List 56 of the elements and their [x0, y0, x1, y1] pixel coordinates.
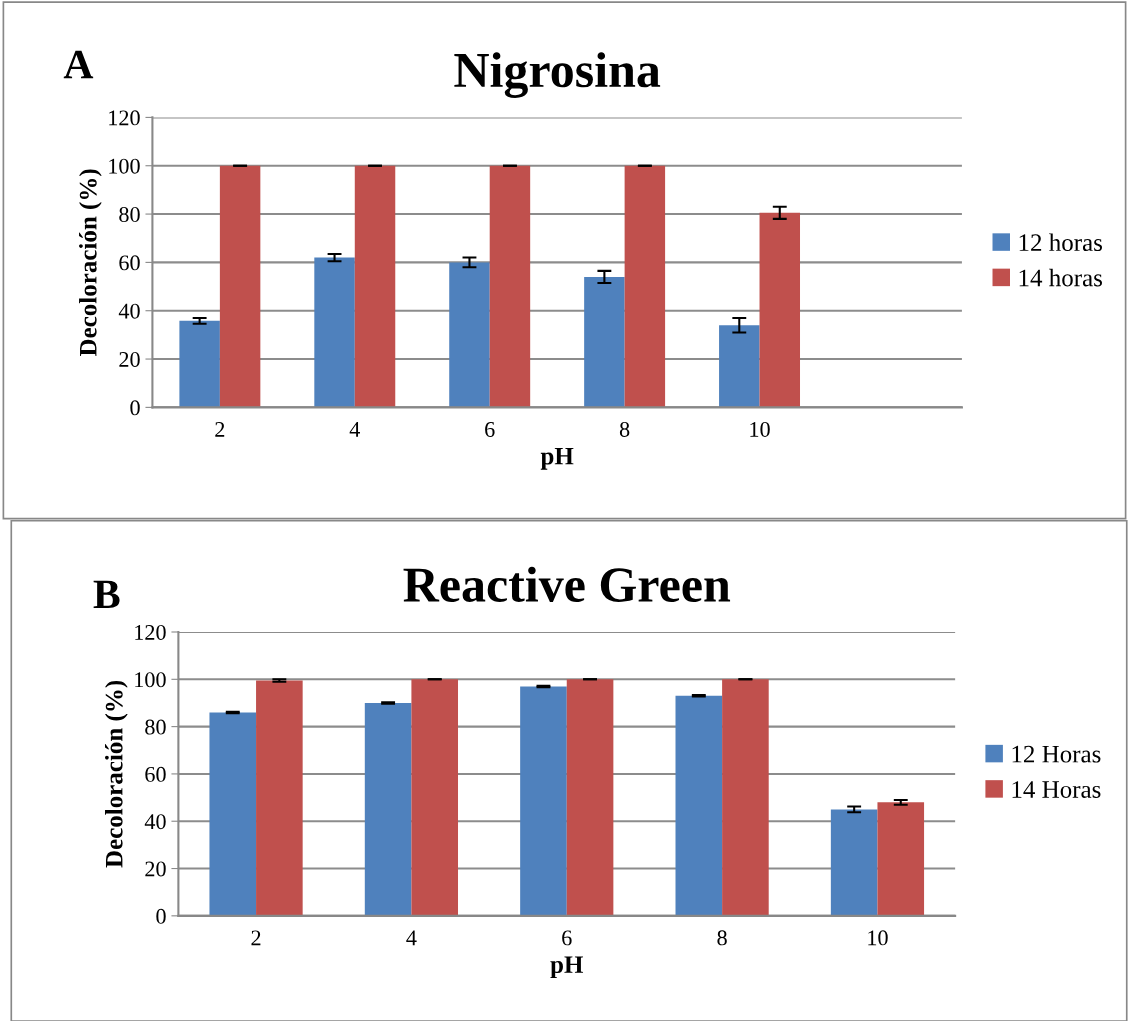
bar — [411, 679, 459, 916]
y-tick-label: 40 — [144, 814, 166, 830]
y-tick-label: 60 — [145, 766, 166, 782]
y-tick-label: 60 — [119, 255, 140, 271]
y-tick-label: 20 — [119, 351, 140, 367]
x-tick-label: 2 — [215, 421, 225, 437]
y-tick-label: 120 — [109, 110, 140, 126]
bar — [179, 320, 220, 408]
bar — [520, 686, 567, 916]
y-tick-label: 80 — [119, 207, 140, 222]
bar — [675, 695, 723, 916]
legend-label: 14 Horas — [1012, 781, 1101, 798]
bar — [364, 702, 412, 916]
x-tick-label: 6 — [485, 421, 495, 437]
bar — [314, 257, 355, 408]
y-tick-label: 0 — [156, 908, 166, 924]
bar — [566, 679, 614, 916]
y-tick-label: 40 — [118, 303, 140, 319]
y-axis-title: Decoloración (%) — [104, 680, 128, 868]
bar — [722, 679, 769, 916]
text: A — [63, 50, 94, 79]
x-tick-label: 6 — [562, 930, 572, 946]
x-tick-label: 2 — [251, 930, 261, 946]
text: B — [93, 580, 120, 609]
bar — [209, 712, 257, 916]
bar — [877, 802, 925, 916]
x-tick-label: 10 — [868, 930, 888, 946]
y-tick-label: 120 — [135, 624, 166, 640]
x-tick-label: 8 — [619, 421, 630, 437]
bar — [489, 165, 531, 408]
x-tick-label: 4 — [406, 930, 417, 946]
bar — [624, 165, 666, 408]
chart-title: Nigrosina — [454, 52, 661, 98]
legend-label: 12 Horas — [1012, 745, 1101, 763]
bar — [449, 262, 490, 408]
y-axis-title: Decoloración (%) — [79, 169, 102, 357]
y-tick-label: 100 — [109, 158, 140, 174]
legend-label: 12 horas — [1019, 233, 1102, 252]
y-tick-label: 20 — [145, 861, 166, 877]
bar — [256, 680, 303, 916]
x-axis-title: pH — [550, 956, 584, 979]
x-axis-title: pH — [540, 447, 574, 470]
y-tick-label: 0 — [130, 400, 140, 416]
bar — [354, 165, 396, 408]
bar — [219, 165, 261, 408]
bar — [719, 325, 760, 408]
x-tick-label: 8 — [717, 930, 727, 946]
x-tick-label: 4 — [349, 422, 360, 437]
bar — [759, 212, 801, 408]
legend-label: 14 horas — [1019, 268, 1102, 287]
y-tick-label: 100 — [135, 672, 166, 688]
bar — [830, 809, 878, 916]
chart-title: Reactive Green — [403, 566, 731, 602]
x-tick-label: 10 — [750, 421, 770, 437]
bar — [584, 276, 625, 408]
y-tick-label: 80 — [145, 719, 166, 735]
